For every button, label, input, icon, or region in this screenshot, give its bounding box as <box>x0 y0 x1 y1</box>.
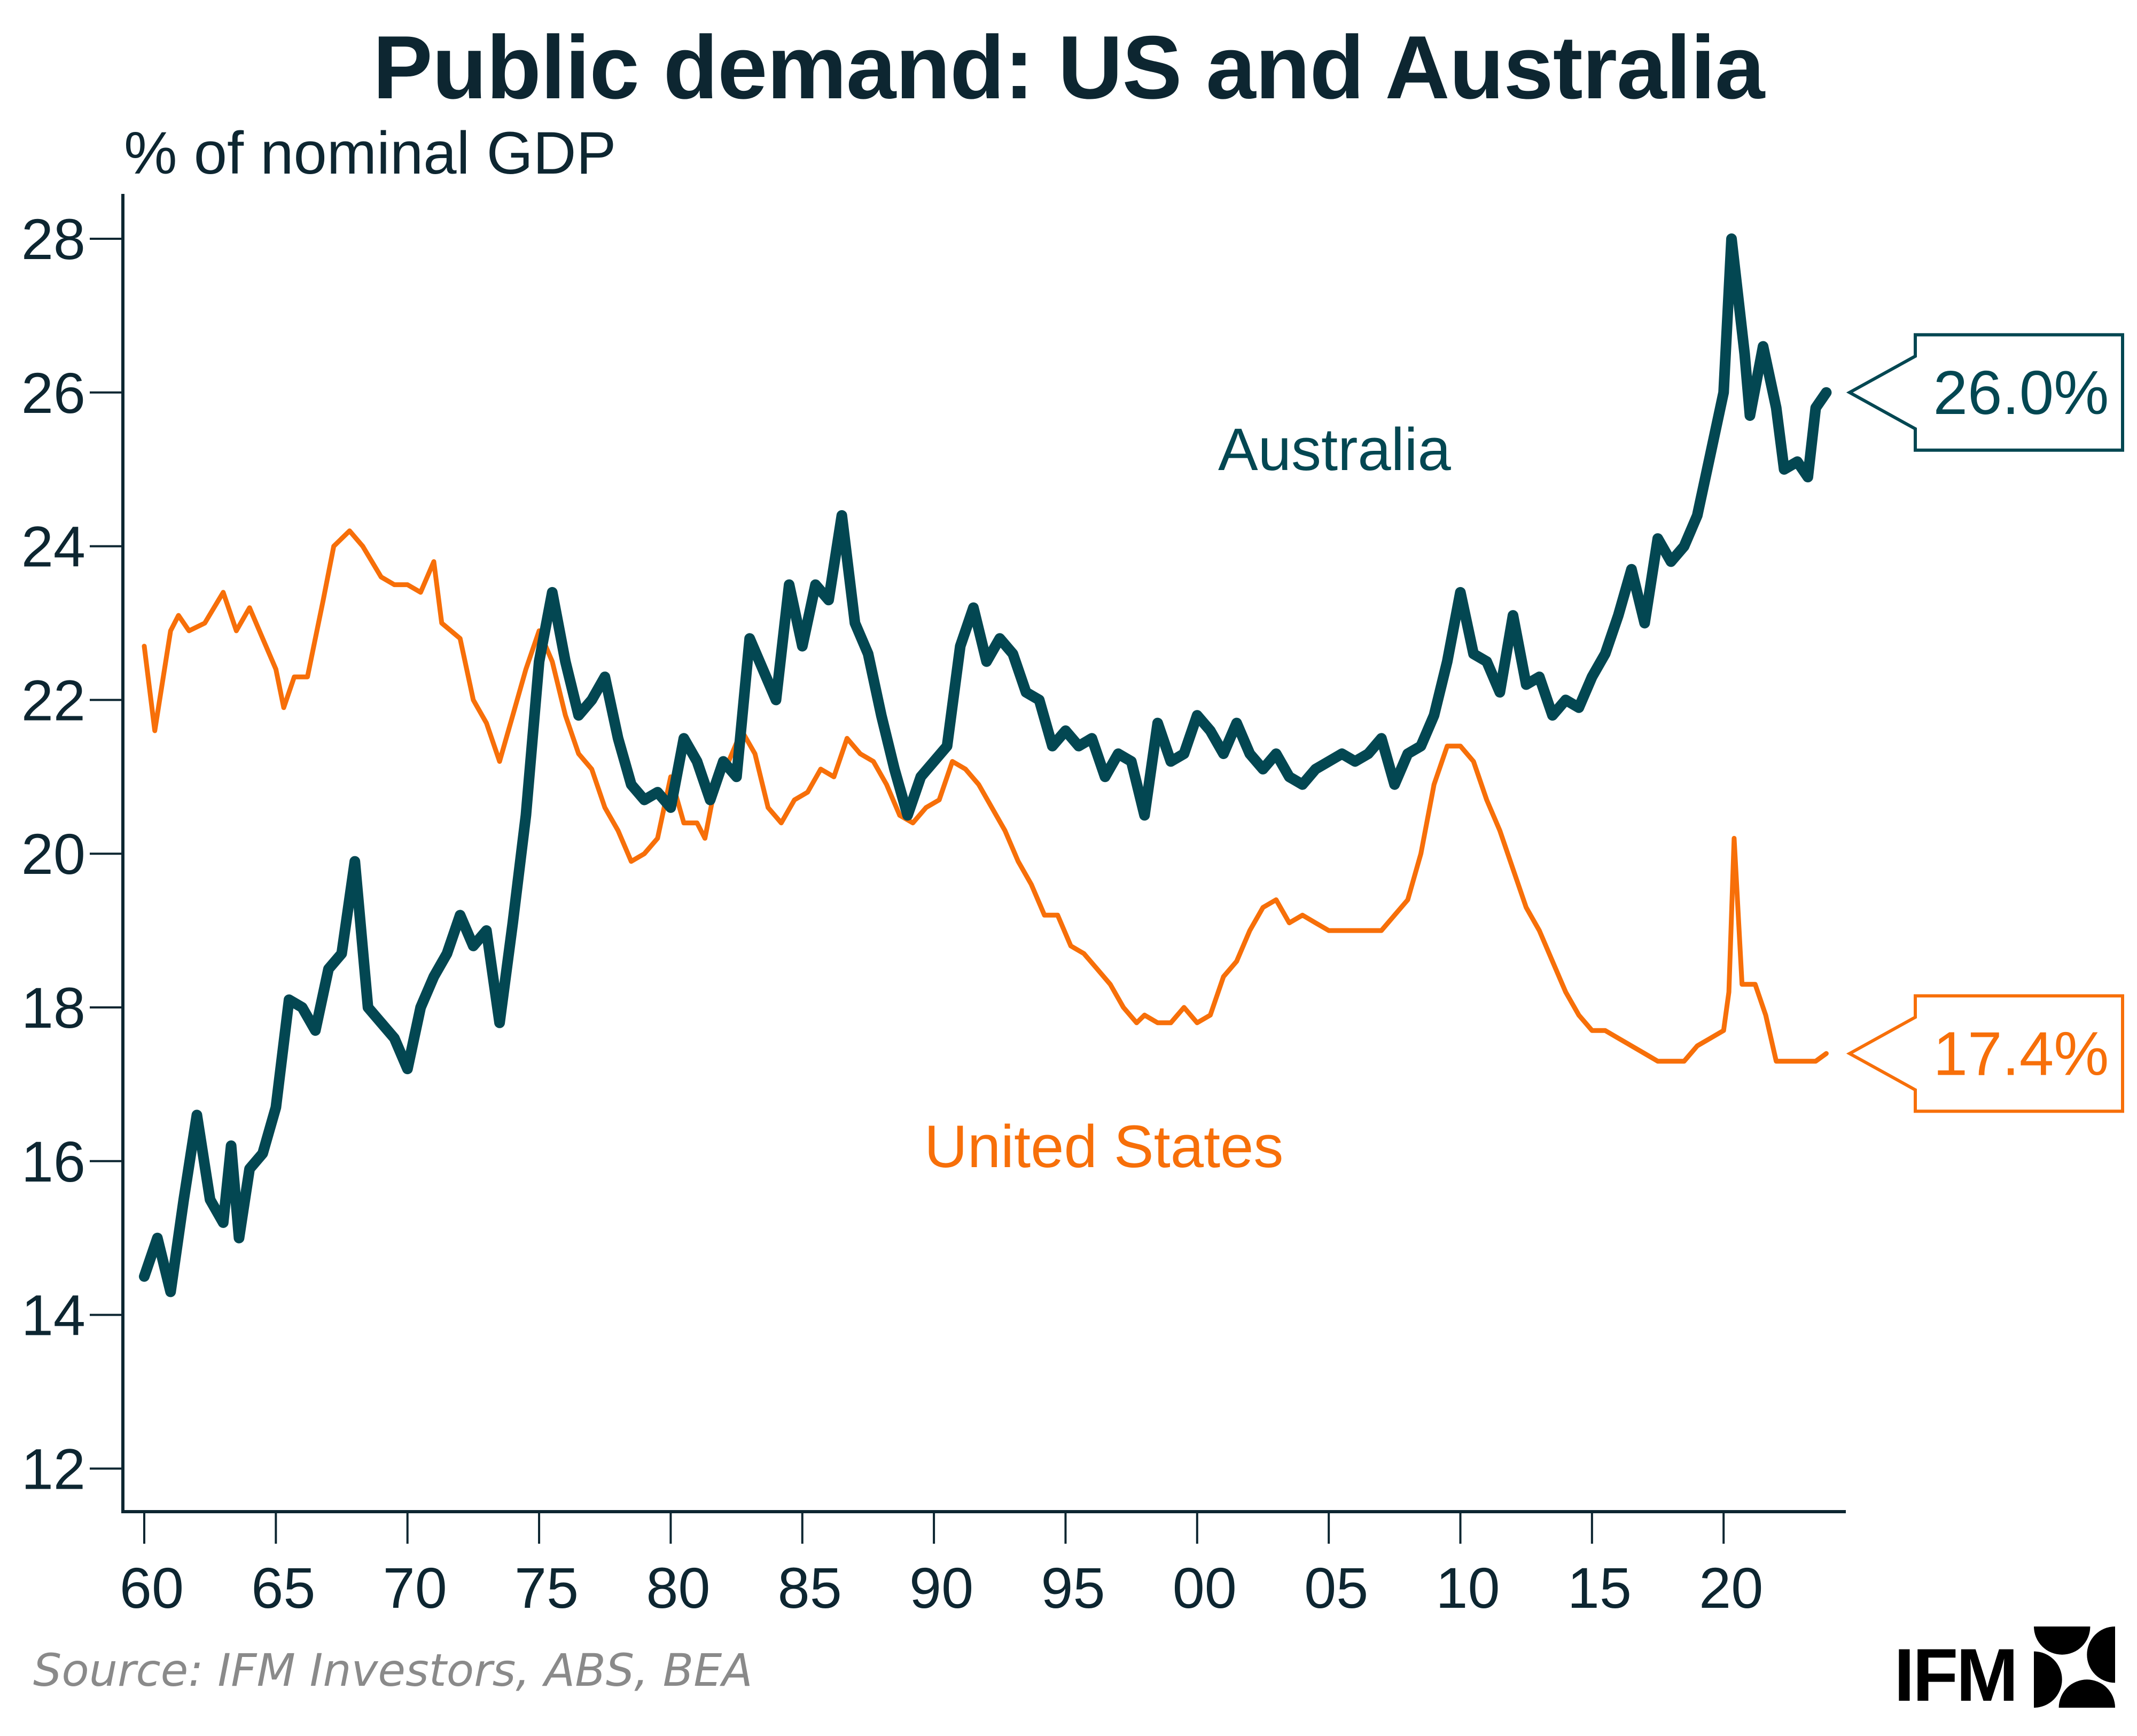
series-line-australia <box>139 233 1832 1297</box>
y-tick-label: 16 <box>21 1129 85 1194</box>
x-tick-label: 85 <box>778 1555 842 1620</box>
end-value-callout-united-states <box>1846 994 2124 1113</box>
ifm-logo: IFM <box>1894 1626 2134 1717</box>
labels-layer: United States 17.4% Australia 26.0% <box>924 333 2124 1180</box>
y-tick-label: 28 <box>21 207 85 271</box>
y-tick-label: 12 <box>21 1436 85 1501</box>
series-label-australia: Australia <box>1218 416 1451 483</box>
x-tick-label: 60 <box>120 1555 184 1620</box>
y-axis-label: % of nominal GDP <box>124 120 617 186</box>
x-tick-label: 00 <box>1173 1555 1237 1620</box>
x-tick-label: 90 <box>909 1555 973 1620</box>
logo-text: IFM <box>1894 1633 2018 1717</box>
axes: 12 14 16 18 20 22 24 26 28 60 65 70 75 80 85 90 95 00 05 10… <box>21 194 1846 1620</box>
x-tick-label: 65 <box>251 1555 315 1620</box>
y-tick-label: 26 <box>21 361 85 425</box>
end-value-label-australia: 26.0% <box>1933 358 2109 427</box>
y-tick-label: 14 <box>21 1283 85 1348</box>
y-tick-label: 18 <box>21 975 85 1040</box>
x-tick-label: 80 <box>646 1555 710 1620</box>
y-tick-label: 20 <box>21 822 85 886</box>
x-tick-label: 15 <box>1567 1555 1632 1620</box>
source-note: Source: IFM Investors, ABS, BEA <box>33 1644 753 1696</box>
series-label-united-states: United States <box>924 1113 1283 1180</box>
y-tick-label: 22 <box>21 668 85 732</box>
x-tick-label: 75 <box>514 1555 579 1620</box>
x-tick-label: 10 <box>1436 1555 1500 1620</box>
x-tick-label: 20 <box>1699 1555 1763 1620</box>
y-tick-label: 24 <box>21 514 85 579</box>
end-value-callout-australia <box>1846 333 2124 452</box>
end-value-label-united-states: 17.4% <box>1933 1019 2109 1088</box>
ifm-logo-mark-icon <box>2034 1626 2115 1708</box>
series-line-united-states <box>142 528 1829 1064</box>
x-tick-label: 70 <box>383 1555 447 1620</box>
x-tick-label: 05 <box>1304 1555 1368 1620</box>
series-layer <box>139 233 1832 1297</box>
x-tick-label: 95 <box>1041 1555 1105 1620</box>
chart-title: Public demand: US and Australia <box>372 17 1765 118</box>
